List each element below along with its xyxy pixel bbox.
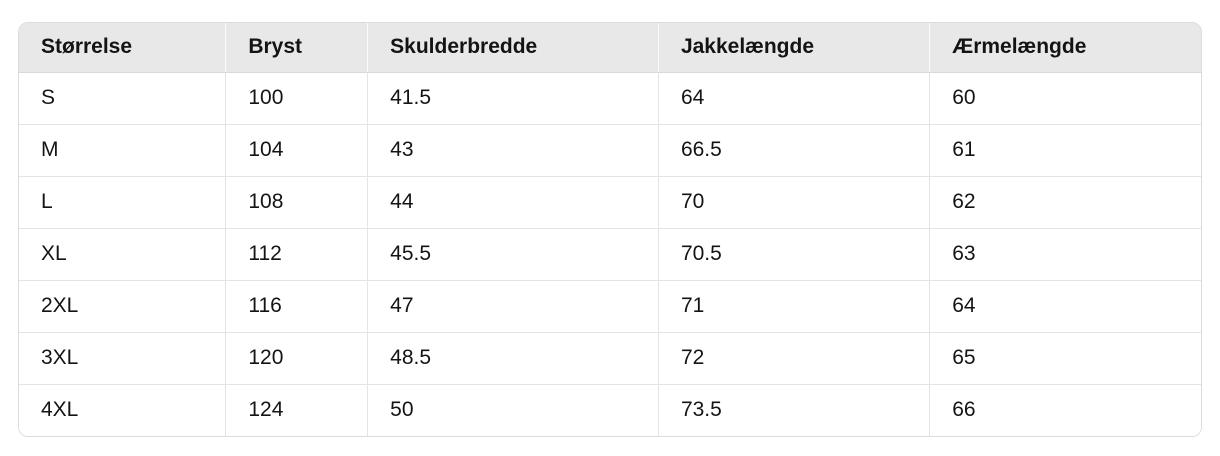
cell-4xl-jakkelaengde: 73.5	[657, 383, 930, 436]
cell-xl-bryst: 112	[225, 227, 368, 280]
cell-3xl-aermelaengde: 65	[929, 331, 1201, 384]
cell-xl-aermelaengde: 63	[929, 227, 1201, 280]
cell-s-jakkelaengde: 64	[657, 72, 930, 124]
cell-4xl-bryst: 124	[225, 383, 368, 436]
cell-xl-skulderbredde: 45.5	[367, 227, 659, 280]
column-header-stoerrelse: Størrelse	[19, 23, 226, 73]
cell-3xl-stoerrelse: 3XL	[19, 331, 226, 384]
cell-s-skulderbredde: 41.5	[367, 72, 659, 124]
column-header-jakkelaengde: Jakkelængde	[657, 23, 930, 73]
cell-s-bryst: 100	[225, 72, 368, 124]
cell-l-skulderbredde: 44	[367, 175, 659, 228]
cell-2xl-jakkelaengde: 71	[657, 279, 930, 332]
table-row-s: S 100 41.5 64 60	[19, 72, 1201, 124]
cell-3xl-bryst: 120	[225, 331, 368, 384]
cell-l-bryst: 108	[225, 175, 368, 228]
cell-xl-jakkelaengde: 70.5	[657, 227, 930, 280]
cell-2xl-aermelaengde: 64	[929, 279, 1201, 332]
cell-3xl-skulderbredde: 48.5	[367, 331, 659, 384]
table-body: S 100 41.5 64 60 M 104 43 66.5 61 L 108 44 70 62 XL 112 4…	[19, 72, 1201, 436]
cell-xl-stoerrelse: XL	[19, 227, 226, 280]
cell-4xl-stoerrelse: 4XL	[19, 383, 226, 436]
cell-3xl-jakkelaengde: 72	[657, 331, 930, 384]
cell-4xl-skulderbredde: 50	[367, 383, 659, 436]
cell-l-jakkelaengde: 70	[657, 175, 930, 228]
size-chart: Størrelse Bryst Skulderbredde Jakkelængde Ær…	[19, 23, 1201, 436]
cell-m-jakkelaengde: 66.5	[657, 123, 930, 176]
table-row-m: M 104 43 66.5 61	[19, 123, 1201, 176]
cell-4xl-aermelaengde: 66	[929, 383, 1201, 436]
cell-m-aermelaengde: 61	[929, 123, 1201, 176]
column-header-bryst: Bryst	[225, 23, 368, 73]
cell-s-aermelaengde: 60	[929, 72, 1201, 124]
cell-m-bryst: 104	[225, 123, 368, 176]
table-header-row: Størrelse Bryst Skulderbredde Jakkelængde Ær…	[19, 23, 1201, 73]
table-row-2xl: 2XL 116 47 71 64	[19, 279, 1201, 332]
table-row-l: L 108 44 70 62	[19, 175, 1201, 228]
table-row-4xl: 4XL 124 50 73.5 66	[19, 383, 1201, 436]
cell-2xl-skulderbredde: 47	[367, 279, 659, 332]
cell-s-stoerrelse: S	[19, 72, 226, 124]
column-header-aermelaengde: Ærmelængde	[929, 23, 1201, 73]
table-row-3xl: 3XL 120 48.5 72 65	[19, 331, 1201, 384]
size-chart-table: Størrelse Bryst Skulderbredde Jakkelængde Ær…	[18, 22, 1202, 437]
column-header-skulderbredde: Skulderbredde	[367, 23, 659, 73]
cell-m-skulderbredde: 43	[367, 123, 659, 176]
cell-m-stoerrelse: M	[19, 123, 226, 176]
cell-l-aermelaengde: 62	[929, 175, 1201, 228]
cell-l-stoerrelse: L	[19, 175, 226, 228]
cell-2xl-stoerrelse: 2XL	[19, 279, 226, 332]
cell-2xl-bryst: 116	[225, 279, 368, 332]
table-row-xl: XL 112 45.5 70.5 63	[19, 227, 1201, 280]
